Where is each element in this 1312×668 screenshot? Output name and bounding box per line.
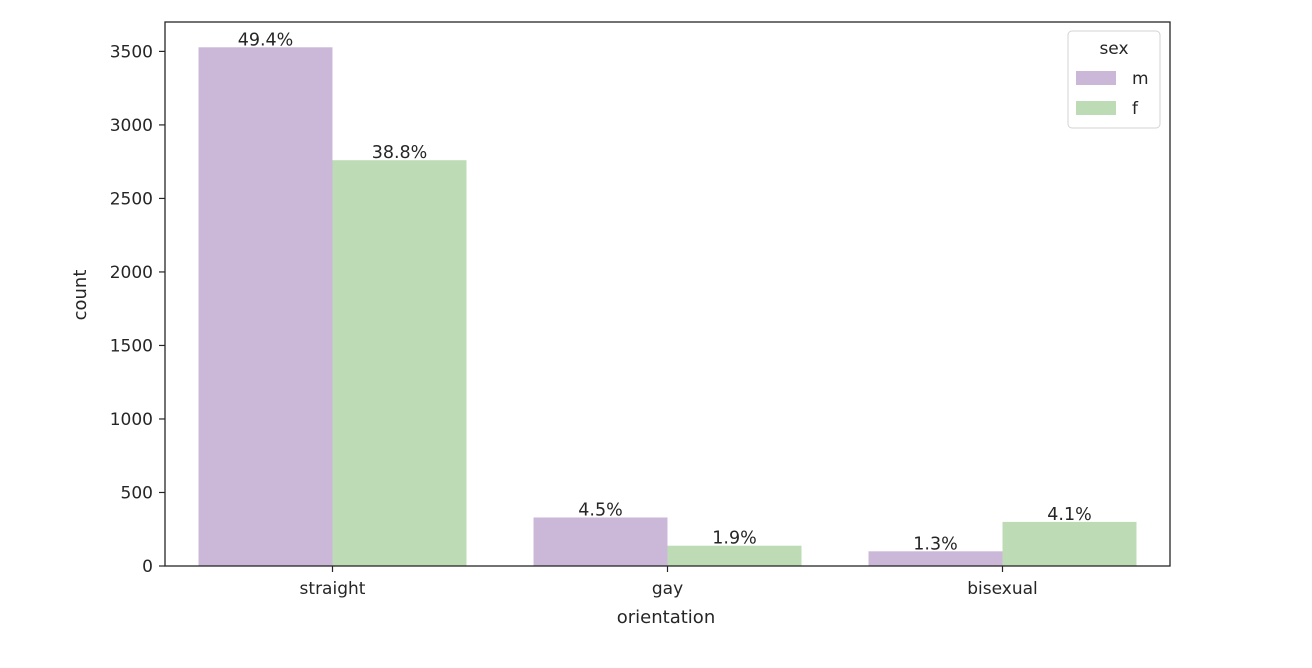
bar-gay-m xyxy=(533,517,668,566)
bar-bisexual-m xyxy=(868,551,1003,566)
legend-title: sex xyxy=(1099,39,1128,59)
data-labels-group: 49.4% 4.5% 1.3% 38.8% 1.9% 4.1% xyxy=(238,30,1092,554)
legend-label-f: f xyxy=(1132,99,1139,119)
y-tick-label: 500 xyxy=(121,483,153,503)
bar-straight-m xyxy=(198,47,333,567)
y-tick-label: 1500 xyxy=(110,336,153,356)
data-label-gay-m: 4.5% xyxy=(578,500,622,520)
legend-swatch-f xyxy=(1076,101,1116,115)
data-label-straight-f: 38.8% xyxy=(372,143,428,163)
y-tick-label: 3000 xyxy=(110,116,153,136)
data-label-gay-f: 1.9% xyxy=(712,529,756,549)
bar-straight-f xyxy=(332,160,467,567)
y-tick-label: 1000 xyxy=(110,410,153,430)
x-axis: straight gay bisexual xyxy=(300,566,1038,599)
legend: sex m f xyxy=(1067,30,1161,129)
y-axis-title: count xyxy=(70,270,91,321)
y-tick-label: 2500 xyxy=(110,189,153,209)
data-label-bisexual-m: 1.3% xyxy=(913,534,957,554)
bar-bisexual-f xyxy=(1002,521,1137,566)
y-tick-label: 3500 xyxy=(110,42,153,62)
x-tick-label-bisexual: bisexual xyxy=(967,579,1038,599)
x-tick-label-straight: straight xyxy=(300,579,366,599)
y-axis: 0 500 1000 1500 2000 2500 3000 3500 xyxy=(110,42,165,577)
x-axis-title: orientation xyxy=(617,607,715,628)
bars-group xyxy=(198,47,1137,567)
legend-swatch-m xyxy=(1076,71,1116,85)
legend-label-m: m xyxy=(1132,69,1149,89)
y-tick-label: 0 xyxy=(142,557,153,577)
data-label-bisexual-f: 4.1% xyxy=(1047,505,1091,525)
data-label-straight-m: 49.4% xyxy=(238,30,294,50)
bar-gay-f xyxy=(667,545,802,566)
x-tick-label-gay: gay xyxy=(652,579,683,599)
y-tick-label: 2000 xyxy=(110,263,153,283)
